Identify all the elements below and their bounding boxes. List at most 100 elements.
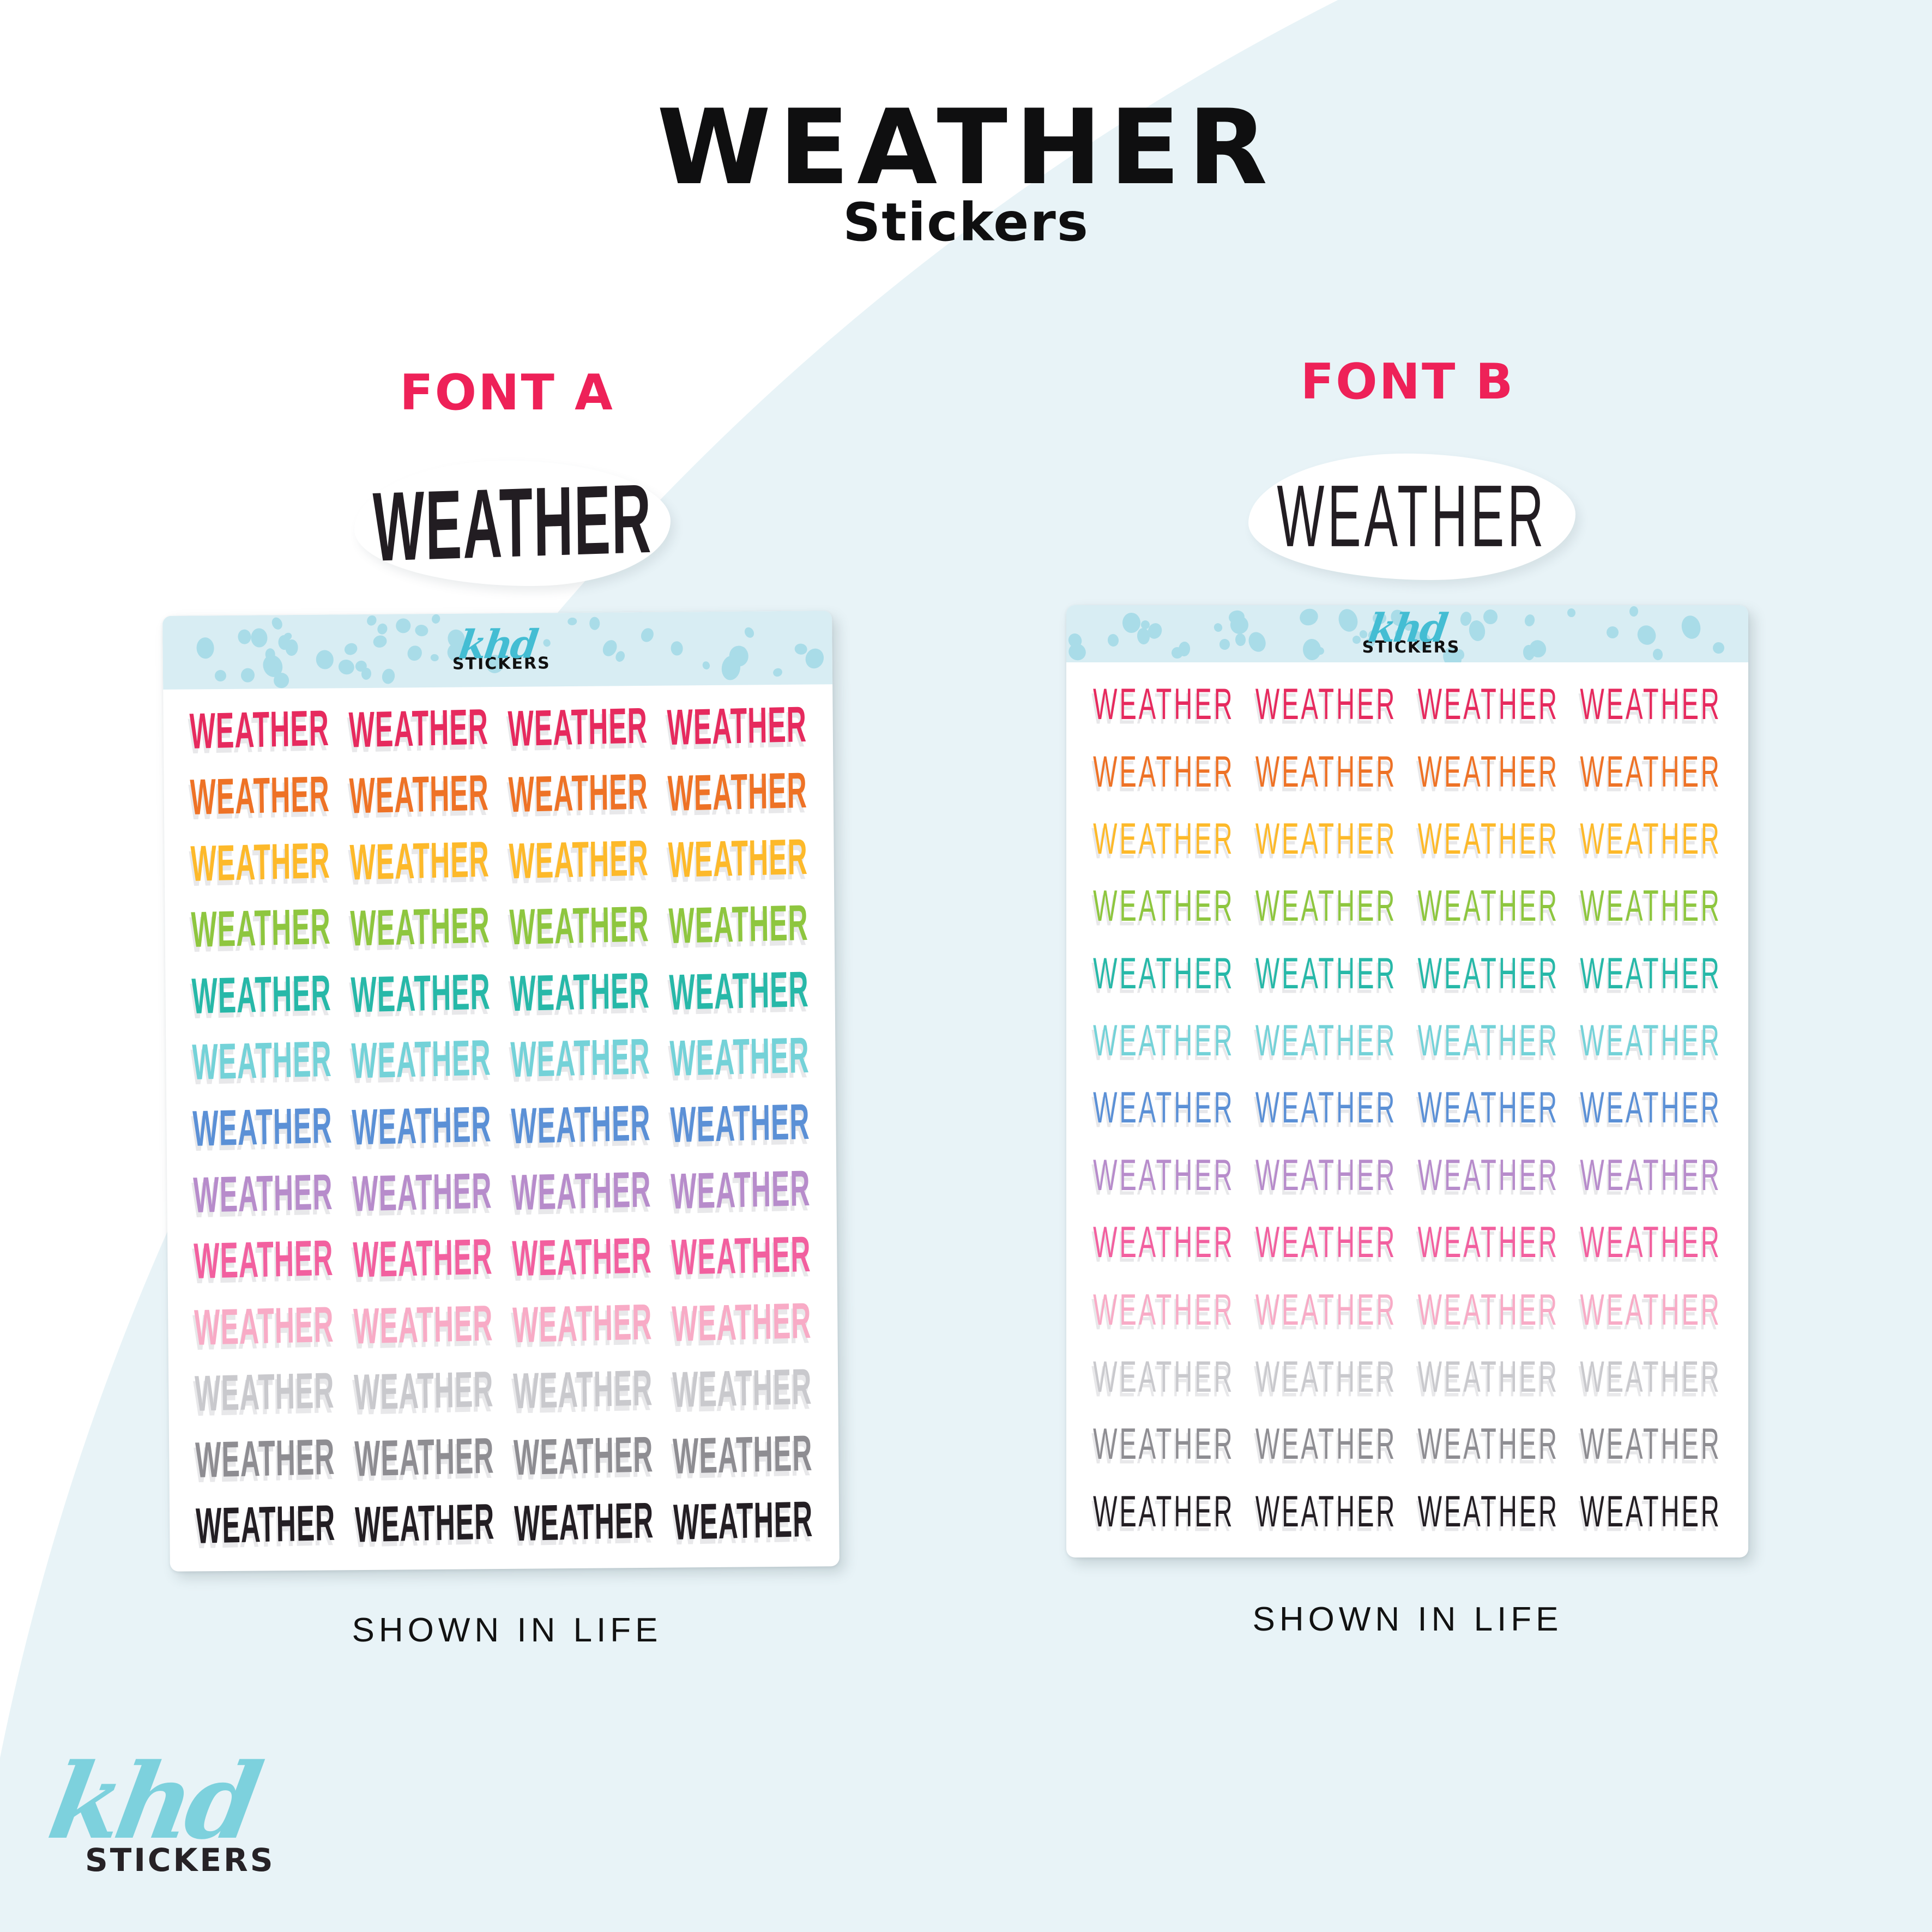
- sticker-word: WEATHER: [1255, 1149, 1397, 1199]
- sticker-cell: WEATHER: [1083, 1217, 1245, 1266]
- sticker-word: WEATHER: [511, 1227, 653, 1287]
- sticker-cell: WEATHER: [181, 898, 340, 958]
- sticker-sheet-font-b: khd STICKERS WEATHER WEATHER WEATHER WEATHE…: [1066, 605, 1748, 1557]
- sticker-word: WEATHER: [1417, 1217, 1560, 1267]
- sticker-word: WEATHER: [1093, 1284, 1235, 1334]
- sticker-word: WEATHER: [1093, 1217, 1235, 1267]
- sticker-cell: WEATHER: [1569, 1486, 1732, 1536]
- sticker-cell: WEATHER: [1569, 1217, 1732, 1266]
- sticker-row: WEATHER WEATHER WEATHER WEATHER: [182, 1023, 819, 1095]
- sticker-word: WEATHER: [349, 897, 491, 957]
- sticker-cell: WEATHER: [503, 1294, 662, 1354]
- sticker-cell: WEATHER: [501, 1095, 660, 1155]
- sticker-row: WEATHER WEATHER WEATHER WEATHER: [1083, 939, 1732, 1006]
- sticker-cell: WEATHER: [340, 897, 499, 957]
- sticker-word: WEATHER: [512, 1293, 653, 1354]
- sticker-cell: WEATHER: [1245, 1486, 1408, 1536]
- sticker-row: WEATHER WEATHER WEATHER WEATHER: [1083, 1275, 1732, 1342]
- sticker-cell: WEATHER: [1408, 880, 1570, 930]
- sticker-cell: WEATHER: [660, 1094, 819, 1154]
- sticker-cell: WEATHER: [1408, 948, 1570, 998]
- sticker-word: WEATHER: [670, 1160, 811, 1219]
- sticker-cell: WEATHER: [658, 829, 817, 889]
- sticker-word: WEATHER: [354, 1493, 495, 1554]
- sticker-cell: WEATHER: [662, 1292, 821, 1352]
- sticker-row: WEATHER WEATHER WEATHER WEATHER: [183, 1090, 820, 1161]
- sticker-cell: WEATHER: [1569, 1082, 1732, 1132]
- sticker-cell: WEATHER: [1408, 1150, 1570, 1199]
- sticker-cell: WEATHER: [1245, 1015, 1408, 1065]
- page-title: WEATHER: [656, 87, 1276, 208]
- sticker-word: WEATHER: [668, 828, 808, 889]
- sticker-word: WEATHER: [1093, 1351, 1235, 1402]
- sticker-word: WEATHER: [192, 1097, 333, 1157]
- sticker-word: WEATHER: [1417, 1486, 1560, 1536]
- sticker-word: WEATHER: [1580, 1351, 1722, 1402]
- sticker-cell: WEATHER: [339, 765, 498, 825]
- sticker-cell: WEATHER: [1083, 1418, 1245, 1468]
- sticker-row: WEATHER WEATHER WEATHER WEATHER: [1083, 737, 1732, 804]
- sticker-word: WEATHER: [1255, 746, 1397, 796]
- sticker-cell: WEATHER: [1408, 1217, 1570, 1266]
- sticker-row: WEATHER WEATHER WEATHER WEATHER: [185, 1355, 822, 1426]
- sticker-word: WEATHER: [1255, 679, 1397, 729]
- sticker-word: WEATHER: [1580, 1486, 1722, 1536]
- sticker-row: WEATHER WEATHER WEATHER WEATHER: [179, 692, 817, 763]
- sticker-cell: WEATHER: [1245, 746, 1408, 795]
- sticker-word: WEATHER: [190, 832, 331, 892]
- sticker-word: WEATHER: [1417, 746, 1560, 796]
- sticker-word: WEATHER: [351, 1096, 492, 1156]
- sticker-cell: WEATHER: [180, 832, 340, 892]
- sticker-row: WEATHER WEATHER WEATHER WEATHER: [182, 957, 819, 1029]
- sticker-cell: WEATHER: [1245, 1284, 1408, 1334]
- sticker-rows: WEATHER WEATHER WEATHER WEATHER WEATHER WEATH…: [163, 684, 840, 1572]
- sticker-cell: WEATHER: [339, 698, 498, 758]
- font-b-label: FONT B: [1300, 353, 1515, 410]
- sticker-word: WEATHER: [1580, 1284, 1722, 1334]
- sticker-cell: WEATHER: [342, 1096, 501, 1156]
- font-b-sample-word: WEATHER: [1277, 467, 1547, 565]
- sticker-rows: WEATHER WEATHER WEATHER WEATHER WEATHER WEATH…: [1066, 662, 1748, 1557]
- sticker-row: WEATHER WEATHER WEATHER WEATHER: [1083, 1410, 1732, 1477]
- sticker-word: WEATHER: [1417, 679, 1560, 729]
- sticker-cell: WEATHER: [1245, 1150, 1408, 1199]
- sticker-word: WEATHER: [514, 1492, 654, 1552]
- sticker-cell: WEATHER: [661, 1226, 820, 1286]
- sticker-cell: WEATHER: [1083, 1486, 1245, 1536]
- sticker-cell: WEATHER: [1083, 1015, 1245, 1065]
- sticker-cell: WEATHER: [1245, 1351, 1408, 1401]
- sticker-word: WEATHER: [192, 1163, 334, 1223]
- sticker-word: WEATHER: [1580, 880, 1722, 931]
- sticker-cell: WEATHER: [340, 831, 499, 891]
- sticker-word: WEATHER: [510, 1094, 651, 1155]
- sticker-cell: WEATHER: [1083, 1351, 1245, 1401]
- sticker-row: WEATHER WEATHER WEATHER WEATHER: [1083, 1006, 1732, 1073]
- sticker-cell: WEATHER: [186, 1495, 345, 1555]
- sticker-word: WEATHER: [189, 699, 330, 760]
- sticker-word: WEATHER: [1093, 813, 1235, 864]
- sticker-word: WEATHER: [349, 831, 490, 891]
- sticker-row: WEATHER WEATHER WEATHER WEATHER: [1083, 1343, 1732, 1410]
- sticker-word: WEATHER: [1417, 947, 1560, 998]
- sticker-word: WEATHER: [1093, 1486, 1235, 1536]
- sticker-word: WEATHER: [190, 765, 330, 826]
- sticker-word: WEATHER: [1093, 679, 1235, 729]
- sticker-row: WEATHER WEATHER WEATHER WEATHER: [185, 1421, 823, 1492]
- sticker-word: WEATHER: [1255, 1351, 1397, 1402]
- sticker-word: WEATHER: [193, 1229, 334, 1290]
- sticker-cell: WEATHER: [183, 1163, 342, 1223]
- sticker-word: WEATHER: [349, 764, 490, 825]
- sticker-cell: WEATHER: [345, 1427, 504, 1487]
- sticker-cell: WEATHER: [1245, 679, 1408, 728]
- sticker-row: WEATHER WEATHER WEATHER WEATHER: [184, 1222, 821, 1294]
- sticker-word: WEATHER: [353, 1361, 494, 1421]
- sticker-word: WEATHER: [509, 896, 650, 956]
- sticker-cell: WEATHER: [663, 1491, 823, 1551]
- sticker-cell: WEATHER: [1408, 813, 1570, 863]
- sticker-cell: WEATHER: [180, 699, 339, 759]
- sticker-row: WEATHER WEATHER WEATHER WEATHER: [1083, 670, 1732, 737]
- sticker-word: WEATHER: [1580, 679, 1722, 729]
- sticker-row: WEATHER WEATHER WEATHER WEATHER: [1083, 1073, 1732, 1140]
- sticker-word: WEATHER: [1093, 1149, 1235, 1199]
- sticker-cell: WEATHER: [1083, 948, 1245, 998]
